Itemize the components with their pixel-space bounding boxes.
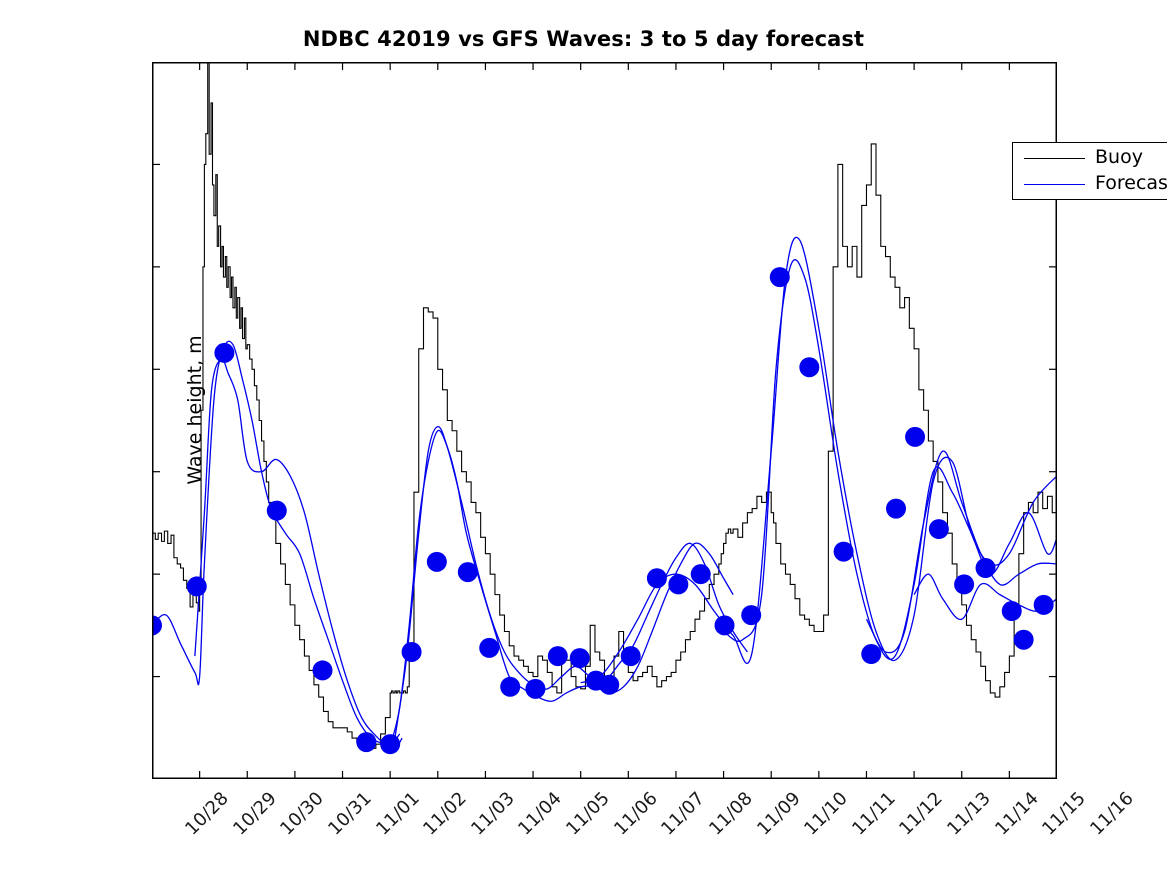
x-tick-label: 11/09 — [752, 788, 805, 840]
legend-item-forecast: Forecast — [1013, 172, 1167, 198]
x-tick-label: 11/01 — [371, 788, 424, 840]
data-point-marker — [1033, 594, 1054, 615]
series-line — [865, 450, 1057, 654]
x-tick-label: 11/05 — [562, 788, 614, 840]
data-point-marker — [646, 568, 667, 589]
data-point-marker — [152, 615, 162, 636]
data-point-marker — [799, 357, 820, 378]
x-tick-label: 10/28 — [181, 788, 233, 840]
data-point-marker — [479, 637, 500, 658]
chart-title: NDBC 42019 vs GFS Waves: 3 to 5 day fore… — [302, 27, 865, 51]
data-point-marker — [905, 426, 926, 447]
chart-legend: Buoy Forecast — [1012, 142, 1167, 200]
legend-label-buoy: Buoy — [1095, 146, 1143, 168]
x-tick-label: 11/10 — [800, 788, 852, 840]
plot-frame — [152, 62, 1057, 779]
data-point-marker — [525, 678, 546, 699]
data-point-marker — [401, 641, 422, 662]
x-tick-label: 11/02 — [419, 788, 471, 840]
data-point-marker — [886, 498, 907, 519]
x-tick-label: 11/11 — [848, 788, 900, 840]
x-tick-label: 11/03 — [466, 788, 519, 840]
x-tick-label: 11/13 — [943, 788, 995, 840]
data-point-marker — [457, 562, 478, 583]
data-point-marker — [569, 648, 590, 669]
plot-area: Wave height, m 00.511.522.533.5 10/2810/… — [152, 62, 1167, 840]
axis-tick-layer — [152, 62, 1057, 779]
data-point-marker — [426, 551, 447, 572]
legend-item-buoy: Buoy — [1013, 146, 1167, 172]
series-line — [152, 340, 401, 748]
legend-label-forecast: Forecast — [1095, 172, 1167, 194]
data-point-marker — [380, 734, 401, 755]
x-tick-label: 11/15 — [1038, 788, 1091, 840]
series-line — [394, 426, 748, 739]
data-point-marker — [928, 519, 949, 540]
data-point-marker — [266, 500, 287, 521]
data-point-marker — [769, 267, 790, 288]
x-tick-label: 11/12 — [895, 788, 948, 840]
x-tick-label: 11/07 — [657, 788, 710, 840]
data-point-marker — [547, 646, 568, 667]
data-point-marker — [741, 605, 762, 626]
data-point-marker — [690, 564, 711, 585]
x-tick-label: 11/04 — [514, 788, 567, 840]
data-point-marker — [356, 732, 377, 753]
data-point-marker — [954, 574, 975, 595]
x-tick-label: 11/14 — [990, 788, 1043, 840]
x-tick-label: 10/31 — [324, 788, 376, 840]
x-tick-label: 10/30 — [276, 788, 328, 840]
y-axis-label: Wave height, m — [184, 335, 206, 485]
series-line — [580, 236, 1057, 684]
data-point-marker — [186, 576, 207, 597]
x-tick-label: 11/16 — [1086, 788, 1138, 840]
data-point-marker — [714, 615, 735, 636]
series-line — [194, 357, 403, 752]
data-point-marker — [312, 660, 333, 681]
series-line — [152, 62, 1057, 749]
chart-svg — [152, 62, 1057, 779]
x-tick-label: 11/08 — [705, 788, 757, 840]
x-tick-label: 11/06 — [609, 788, 662, 840]
data-point-marker — [1013, 629, 1034, 650]
x-tick-label: 10/29 — [228, 788, 281, 840]
data-point-marker — [975, 558, 996, 578]
data-point-marker — [833, 541, 854, 562]
data-point-marker — [1001, 601, 1022, 622]
data-point-marker — [214, 342, 235, 363]
data-point-marker — [500, 676, 521, 697]
series-line — [913, 573, 1057, 620]
legend-swatch-buoy — [1024, 158, 1085, 159]
data-point-marker — [620, 646, 641, 667]
legend-swatch-forecast — [1024, 184, 1085, 185]
data-point-marker — [861, 644, 882, 665]
marker-layer — [152, 267, 1054, 755]
data-point-marker — [599, 674, 620, 695]
series-layer — [152, 62, 1057, 752]
data-point-marker — [668, 574, 689, 595]
